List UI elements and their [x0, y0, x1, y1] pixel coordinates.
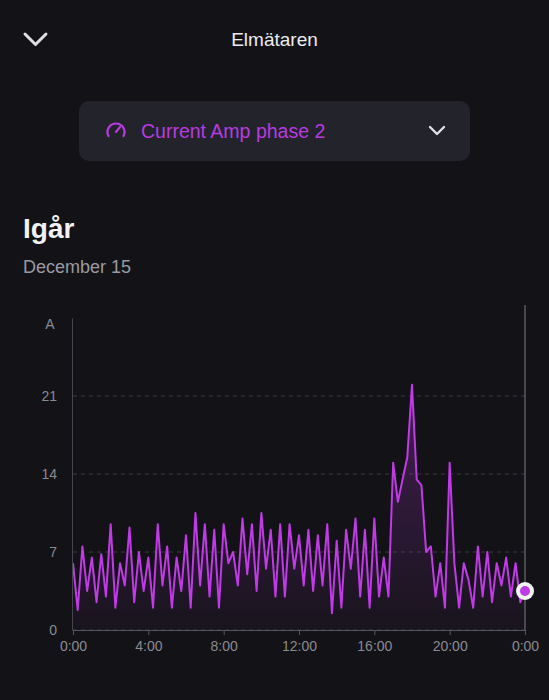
dropdown-chevron[interactable]: [430, 127, 444, 134]
x-tick-label: 0:00: [512, 638, 539, 654]
y-tick-label: 0: [49, 622, 57, 638]
grid-line: [73, 474, 525, 475]
cursor-marker: [516, 582, 534, 600]
plot-area: [73, 385, 525, 630]
y-tick-label: 7: [49, 544, 57, 560]
header-title: Elmätaren: [231, 29, 318, 50]
collapse-button[interactable]: [25, 34, 46, 45]
y-tick-label: 21: [41, 388, 57, 404]
x-tick-label: 0:00: [60, 638, 87, 654]
x-tick: 0:00: [512, 630, 539, 654]
page: Elmätaren Current Amp phase 2 Igår December…: [0, 0, 549, 700]
chart-title: Igår: [23, 213, 74, 244]
x-tick-label: 20:00: [433, 638, 468, 654]
x-tick-mark: [374, 630, 375, 635]
x-tick-mark: [450, 630, 451, 635]
chart-subtitle: December 15: [23, 257, 131, 277]
data-line: [73, 385, 525, 613]
x-tick-mark: [224, 630, 225, 635]
x-axis: 0:00 4:00 8:00 12:00 16:00 20:00 0:00: [60, 630, 539, 654]
x-tick: 20:00: [433, 630, 468, 654]
y-tick: 14: [41, 466, 72, 482]
x-tick: 0:00: [60, 630, 87, 654]
y-axis-line: [72, 319, 73, 631]
area-fill: [73, 385, 525, 630]
x-tick-label: 4:00: [135, 638, 162, 654]
y-tick: 0: [49, 622, 72, 638]
selector-box[interactable]: [79, 101, 470, 161]
x-tick-label: 12:00: [282, 638, 317, 654]
selector[interactable]: Current Amp phase 2: [79, 101, 470, 161]
x-tick-mark: [73, 630, 74, 635]
x-tick: 8:00: [211, 630, 238, 654]
x-tick: 16:00: [357, 630, 392, 654]
cursor-marker-dot: [520, 586, 530, 596]
x-tick-mark: [299, 630, 300, 635]
x-tick-label: 8:00: [211, 638, 238, 654]
x-tick-mark: [525, 630, 526, 635]
y-axis: 0 7 14 21: [41, 319, 72, 638]
x-tick-mark: [148, 630, 149, 635]
selector-label[interactable]: Current Amp phase 2: [141, 120, 325, 142]
gauge-icon: [108, 124, 125, 136]
y-tick: 7: [49, 544, 72, 560]
y-tick-label: 14: [41, 466, 57, 482]
y-tick: 21: [41, 388, 72, 404]
x-tick: 12:00: [282, 630, 317, 654]
cursor-line: [524, 305, 526, 630]
x-tick-label: 16:00: [357, 638, 392, 654]
background: [0, 0, 549, 700]
gauge-needle: [116, 127, 120, 132]
grid-line: [73, 396, 525, 397]
y-axis-label: A: [45, 316, 55, 332]
x-tick: 4:00: [135, 630, 162, 654]
